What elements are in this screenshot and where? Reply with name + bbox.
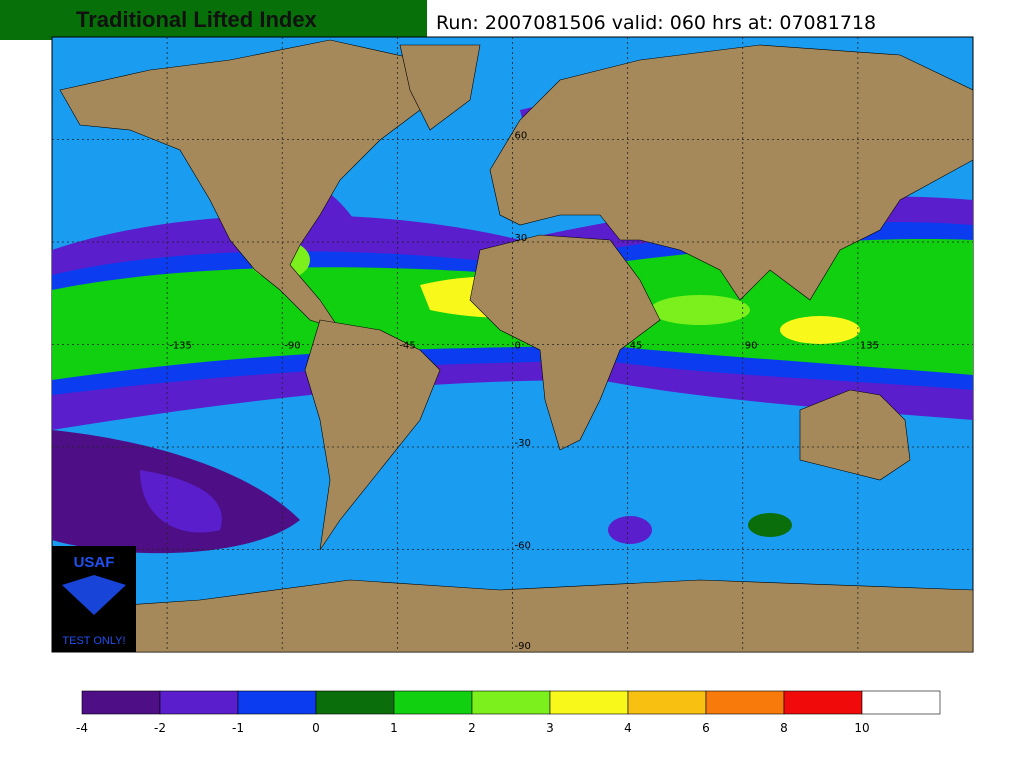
lat-label: -30 <box>515 438 531 449</box>
lon-label: 0 <box>515 341 521 352</box>
logo-note: TEST ONLY! <box>62 635 125 647</box>
colorbar-label: 10 <box>854 721 869 735</box>
colorbar-label: 3 <box>546 721 554 735</box>
colorbar-box <box>471 690 551 715</box>
colorbar-box <box>81 690 161 715</box>
lon-label: -90 <box>284 341 300 352</box>
graticule: -135 -90 -45 0 45 90 135 60 30 -30 -60 -90 <box>52 37 973 652</box>
colorbar-label: 2 <box>468 721 476 735</box>
lat-label: 60 <box>515 131 528 142</box>
logo-name: USAF <box>74 554 115 571</box>
lon-label: 135 <box>860 341 879 352</box>
title: Traditional Lifted Index <box>76 7 317 32</box>
run-info: Run: 2007081506 valid: 060 hrs at: 07081… <box>436 12 877 34</box>
colorbar-box <box>237 690 317 715</box>
north-america <box>59 39 421 331</box>
australia <box>799 389 911 481</box>
lat-label: -60 <box>515 541 531 552</box>
colorbar-label: -1 <box>232 721 244 735</box>
lon-label: 90 <box>745 341 758 352</box>
lon-label: -135 <box>169 341 192 352</box>
colorbar-label: 0 <box>312 721 320 735</box>
logo: USAF TEST ONLY! <box>52 546 136 652</box>
colorbar-box <box>783 690 863 715</box>
colorbar-box <box>159 690 239 715</box>
colorbar-box <box>315 690 395 715</box>
colorbar-label: -2 <box>154 721 166 735</box>
colorbar-box <box>705 690 785 715</box>
title-bar: Traditional Lifted Index <box>0 0 427 40</box>
colorbar-label: 8 <box>780 721 788 735</box>
south-america <box>304 319 441 551</box>
colorbar-label: 4 <box>624 721 632 735</box>
colorbar-box <box>549 690 629 715</box>
eurasia <box>489 44 974 301</box>
africa <box>469 234 661 451</box>
colorbar-label: 1 <box>390 721 398 735</box>
colorbar-label: -4 <box>76 721 88 735</box>
colorbar-box <box>627 690 707 715</box>
lon-label: -45 <box>399 341 415 352</box>
logo-emblem <box>62 575 126 615</box>
lat-label: 30 <box>515 233 528 244</box>
greenland <box>399 44 481 131</box>
lon-label: 45 <box>630 341 643 352</box>
colorbar-box <box>861 690 941 715</box>
colorbar-box <box>393 690 473 715</box>
colorbar: -4 -2 -1 0 1 2 3 4 6 8 10 <box>76 690 941 735</box>
lat-label: -90 <box>515 641 531 652</box>
colorbar-label: 6 <box>702 721 710 735</box>
